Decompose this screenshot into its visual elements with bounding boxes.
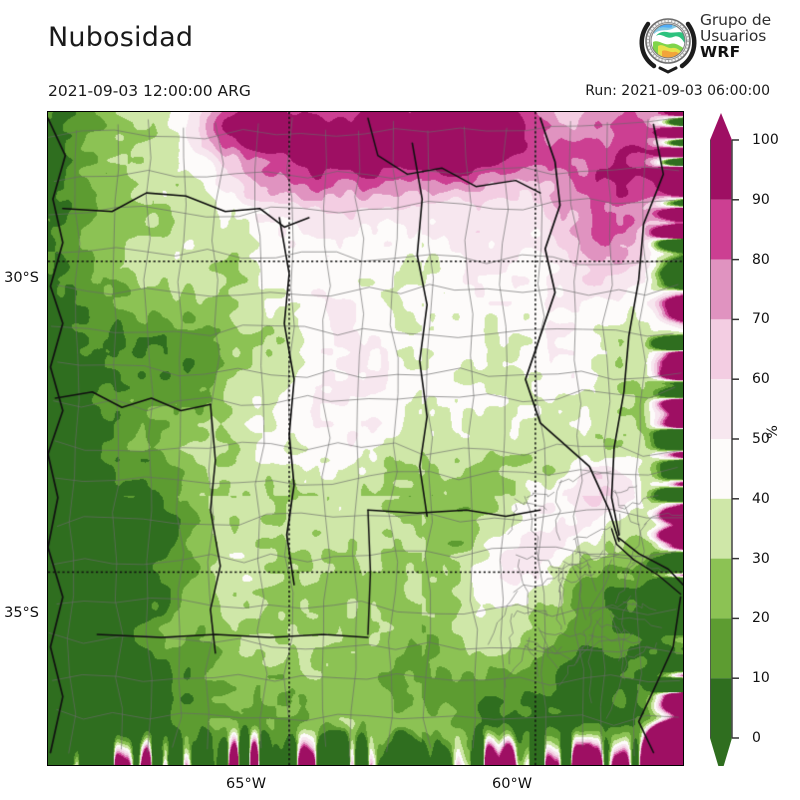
colorbar-band <box>710 199 732 260</box>
logo-text: Grupo de Usuarios WRF <box>700 11 796 61</box>
colorbar-tick-label: 20 <box>752 610 770 627</box>
logo-line-3: WRF <box>700 42 741 61</box>
valid-time-label: 2021-09-03 12:00:00 ARG <box>48 82 251 100</box>
colorbar-tick-label: 10 <box>752 670 770 687</box>
colorbar-tick-label: 60 <box>752 371 770 388</box>
colorbar-band <box>710 319 732 380</box>
colorbar-band <box>710 498 732 559</box>
colorbar-tick-label: 40 <box>752 490 770 507</box>
colorbar-tick-label: 0 <box>752 730 761 746</box>
run-time-label: Run: 2021-09-03 06:00:00 <box>585 83 770 99</box>
colorbar-band <box>710 140 732 200</box>
colorbar-tick-label: 90 <box>752 191 770 208</box>
page-title: Nubosidad <box>48 22 194 53</box>
colorbar-band <box>710 439 732 499</box>
colorbar-band <box>710 379 732 439</box>
colorbar-under-arrow <box>710 738 732 766</box>
lat-label-35s: 35°S <box>4 605 39 621</box>
colorbar-tick-label: 70 <box>752 311 770 328</box>
colorbar-band <box>710 678 732 738</box>
colorbar-tick-label: 50 <box>752 431 770 447</box>
cloud-cover-map[interactable] <box>47 111 684 766</box>
colorbar-band <box>710 618 732 679</box>
colorbar-tick-label: 80 <box>752 251 770 268</box>
lat-label-30s: 30°S <box>4 270 39 286</box>
lon-label-65w: 65°W <box>226 776 267 792</box>
lon-label-60w: 60°W <box>492 776 533 792</box>
map-raster <box>48 112 683 765</box>
colorbar-tick-label: 30 <box>752 550 770 567</box>
wrf-seal-icon <box>636 10 700 74</box>
colorbar <box>710 111 739 766</box>
logo-line-1: Grupo de <box>700 11 772 29</box>
colorbar-band <box>710 259 732 320</box>
colorbar-over-arrow <box>710 113 732 140</box>
colorbar-band <box>710 558 732 619</box>
colorbar-tick-label: 100 <box>752 132 779 148</box>
logo-line-2: Usuarios <box>700 26 767 45</box>
logo: Grupo de Usuarios WRF <box>636 10 796 78</box>
